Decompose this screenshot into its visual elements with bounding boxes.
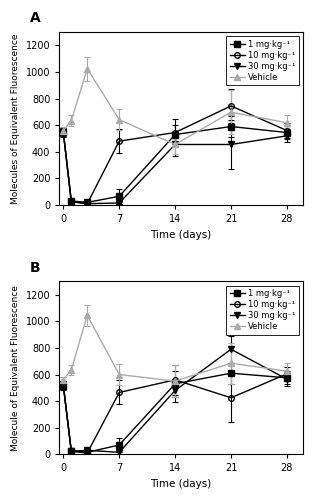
Text: B: B [30,260,41,274]
Legend: 1 mg·kg⁻¹, 10 mg·kg⁻¹, 30 mg·kg⁻¹, Vehicle: 1 mg·kg⁻¹, 10 mg·kg⁻¹, 30 mg·kg⁻¹, Vehic… [226,286,299,335]
Legend: 1 mg·kg⁻¹, 10 mg·kg⁻¹, 30 mg·kg⁻¹, Vehicle: 1 mg·kg⁻¹, 10 mg·kg⁻¹, 30 mg·kg⁻¹, Vehic… [226,36,299,85]
Y-axis label: Molecule of Equivalent Fluorescence: Molecule of Equivalent Fluorescence [11,285,20,451]
X-axis label: Time (days): Time (days) [150,479,212,489]
X-axis label: Time (days): Time (days) [150,230,212,239]
Y-axis label: Molecules of Equivalent Fluorescence: Molecules of Equivalent Fluorescence [11,34,20,204]
Text: A: A [30,11,41,25]
